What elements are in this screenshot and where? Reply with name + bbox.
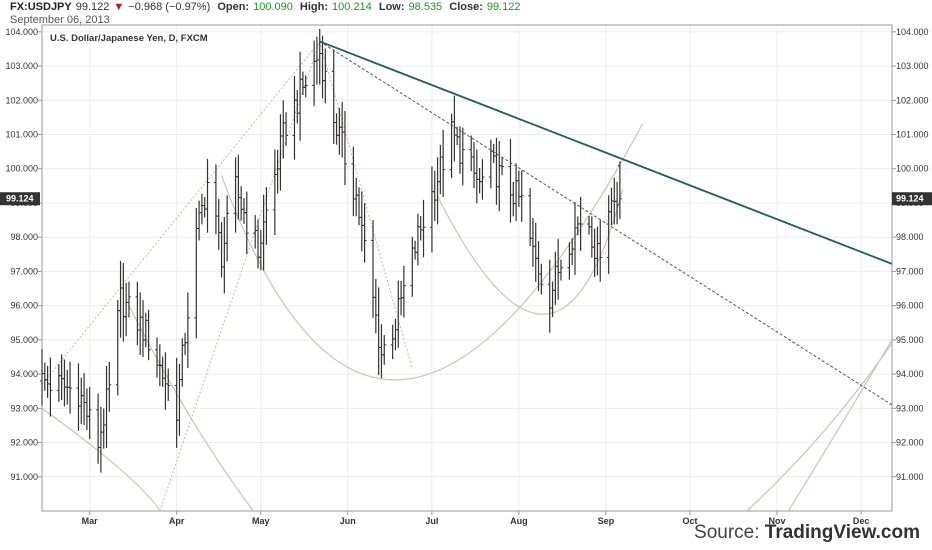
y-tick-label-right: 97.000 (896, 266, 924, 276)
plot-frame (41, 24, 893, 512)
y-tick-label-left: 94.000 (10, 369, 38, 379)
arc-curve (42, 407, 161, 511)
down-arrow-icon: ▼ (113, 1, 125, 13)
last-price-tag-right-bg (892, 192, 932, 206)
y-tick-label-right: 104.000 (896, 27, 929, 37)
y-tick-label-right: 94.000 (896, 369, 924, 379)
chart-header: FX:USDJPY 99.122 ▼ −0.968 (−0.97%) Open: 100… (10, 1, 525, 27)
tradingview-brand[interactable]: TradingView.com (764, 522, 920, 543)
last-price: 99.122 (75, 1, 110, 13)
close-label: Close: (449, 1, 483, 13)
chart-title: U.S. Dollar/Japanese Yen, D, FXCM (50, 33, 208, 44)
arc-curve (787, 339, 892, 511)
arc-curve (745, 342, 892, 511)
x-tick-label: Jun (340, 516, 356, 526)
open-label: Open: (217, 1, 250, 13)
y-tick-label-right: 95.000 (896, 335, 924, 345)
x-tick-label: Nov (768, 516, 785, 526)
quote-date: September 06, 2013 (10, 14, 110, 26)
y-tick-label-left: 104.000 (5, 27, 38, 37)
fan-line (42, 41, 321, 385)
x-tick-label: Jul (425, 516, 438, 526)
y-tick-label-left: 92.000 (10, 438, 38, 448)
y-tick-label-left: 102.000 (5, 95, 38, 105)
y-tick-label-left: 100.000 (5, 164, 38, 174)
low-label: Low: (378, 1, 405, 13)
y-tick-label-left: 97.000 (10, 266, 38, 276)
y-tick-label-left: 101.000 (5, 130, 38, 140)
y-tick-label-right: 98.000 (896, 232, 924, 242)
price-change: −0.968 (−0.97%) (128, 1, 211, 13)
y-tick-label-right: 92.000 (896, 438, 924, 448)
high-value: 100.214 (332, 1, 372, 13)
y-tick-label-right: 103.000 (896, 61, 929, 71)
y-tick-label-left: 91.000 (10, 472, 38, 482)
y-tick-label-left: 95.000 (10, 335, 38, 345)
arc-curve (609, 514, 671, 538)
arc-curve (437, 189, 624, 315)
y-tick-label-left: 103.000 (5, 61, 38, 71)
source-prefix: Source: (694, 522, 760, 543)
symbol-label[interactable]: FX:USDJPY (10, 1, 72, 13)
y-tick-label-right: 101.000 (896, 130, 929, 140)
y-tick-label-right: 91.000 (896, 472, 924, 482)
ohlc-bars (40, 28, 622, 473)
main-trendline (319, 40, 892, 265)
dashed-trendline (319, 41, 892, 406)
fan-line (319, 41, 413, 370)
low-value: 98.535 (408, 1, 443, 13)
close-value: 99.122 (486, 1, 521, 13)
last-price-tag-right: 99.124 (892, 192, 932, 206)
chart-grid (42, 25, 892, 511)
last-price-tag-left: 99.124 (0, 192, 40, 206)
trend-drawings (319, 40, 892, 406)
source-credit: Source: TradingView.com (694, 522, 920, 544)
y-tick-label-right: 96.000 (896, 301, 924, 311)
y-tick-label-right: 100.000 (896, 164, 929, 174)
x-tick-label: Apr (169, 516, 185, 526)
x-tick-label: Sep (598, 516, 615, 526)
high-label: High: (299, 1, 329, 13)
x-tick-label: May (252, 516, 270, 526)
y-tick-label-right: 93.000 (896, 403, 924, 413)
last-price-tag-left-text: 99.124 (6, 194, 34, 204)
y-tick-label-left: 98.000 (10, 232, 38, 242)
quote-row: FX:USDJPY 99.122 ▼ −0.968 (−0.97%) Open: 100… (10, 1, 525, 14)
x-tick-label: Oct (683, 516, 698, 526)
x-tick-label: Mar (82, 516, 99, 526)
fan-line (159, 41, 321, 511)
y-tick-label-left: 93.000 (10, 403, 38, 413)
x-tick-label: Aug (510, 516, 528, 526)
last-price-tag-left-bg (0, 192, 40, 206)
y-tick-label-right: 102.000 (896, 95, 929, 105)
open-value: 100.090 (253, 1, 293, 13)
axis-ticks: 91.000 91.000 92.000 92.000 93.000 93.000 94.0… (5, 27, 928, 526)
drawing-tools (42, 41, 892, 538)
last-price-tag-right-text: 99.124 (896, 194, 924, 204)
arc-curve (128, 305, 255, 511)
arc-curve (309, 514, 407, 538)
y-tick-label-left: 96.000 (10, 301, 38, 311)
x-tick-label: Dec (853, 516, 870, 526)
